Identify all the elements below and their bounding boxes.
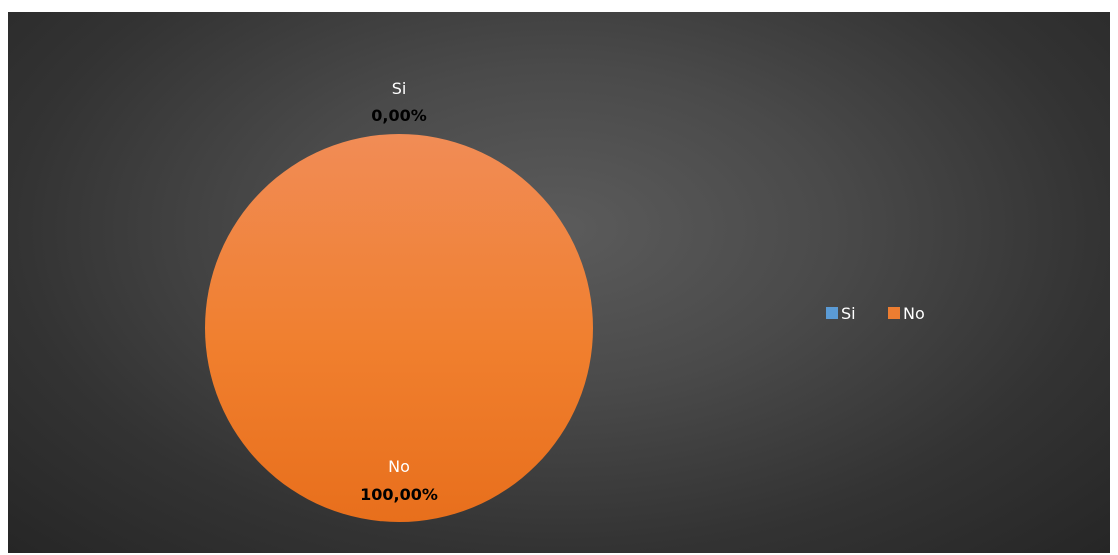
- data-label-value-si: 0,00%: [371, 106, 427, 125]
- legend-label-no: No: [903, 304, 925, 323]
- legend: Si No: [826, 304, 925, 323]
- pie-data-labels: Si 0,00% No 100,00%: [360, 79, 438, 504]
- data-label-category-no: No: [388, 457, 410, 476]
- chart-area: Si 0,00% No 100,00% Si No: [8, 12, 1110, 553]
- pie-slice-no: [205, 134, 593, 522]
- legend-swatch-no: [888, 307, 900, 319]
- pie-chart: Si 0,00% No 100,00% Si No: [205, 79, 925, 522]
- legend-swatch-si: [826, 307, 838, 319]
- data-label-value-no: 100,00%: [360, 485, 438, 504]
- pie-slices: [205, 134, 593, 522]
- data-label-category-si: Si: [392, 79, 407, 98]
- legend-label-si: Si: [841, 304, 856, 323]
